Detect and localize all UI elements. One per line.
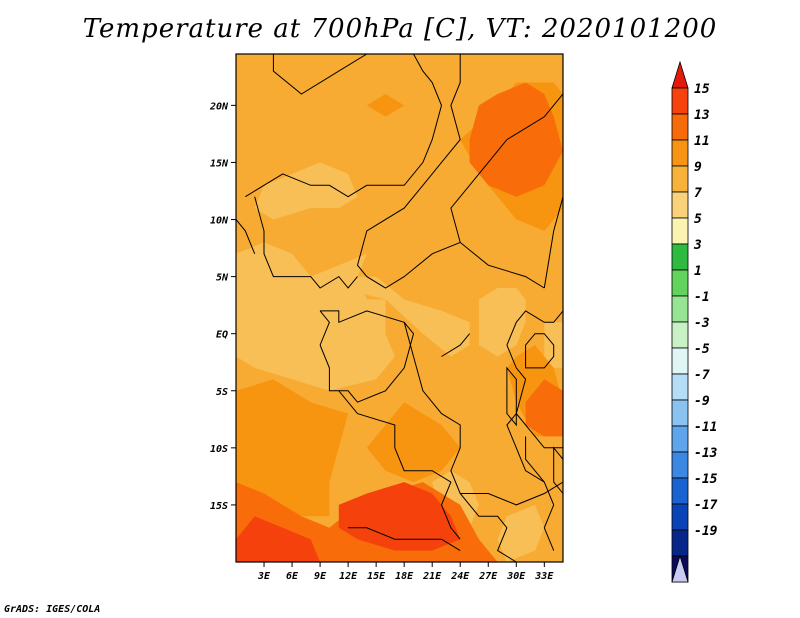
colorbar-top-arrow	[671, 60, 689, 89]
map-layer	[236, 54, 563, 562]
y-tick-label: 20N	[209, 101, 229, 112]
map-frame	[235, 53, 564, 563]
colorbar-label: -11	[694, 420, 717, 435]
colorbar-label: -17	[694, 498, 718, 513]
x-tick-label: 24E	[450, 571, 470, 582]
colorbar-box	[671, 165, 689, 193]
colorbar-label: -19	[694, 524, 718, 539]
x-tick-label: 21E	[422, 571, 442, 582]
colorbar-box	[671, 477, 689, 505]
temperature-region	[254, 162, 358, 220]
colorbar-label: 9	[694, 160, 702, 175]
x-tick-label: 30E	[506, 571, 526, 582]
country-border	[460, 481, 563, 506]
colorbar-box	[671, 529, 689, 557]
colorbar-box	[671, 113, 689, 141]
x-tick-label: 9E	[314, 571, 327, 582]
chart-title: Temperature at 700hPa [C], VT: 202010120…	[82, 14, 718, 44]
temperature-region	[236, 379, 349, 517]
x-tick-label: 12E	[339, 571, 358, 582]
temperature-region	[236, 516, 321, 562]
country-border	[543, 196, 563, 289]
country-border	[245, 54, 443, 198]
temperature-region	[469, 82, 563, 197]
temperature-region	[366, 94, 405, 117]
colorbar-label: 11	[694, 134, 710, 149]
colorbar-box	[671, 295, 689, 323]
country-border	[403, 322, 517, 562]
temperature-region	[497, 504, 545, 562]
country-border	[525, 436, 545, 483]
country-border	[506, 413, 555, 551]
country-border	[506, 310, 563, 346]
colorbar-box	[671, 217, 689, 245]
x-tick-label: 15E	[367, 571, 386, 582]
colorbar-label: -9	[694, 394, 710, 409]
x-tick-label: 3E	[257, 571, 271, 582]
colorbar-box	[671, 399, 689, 427]
x-axis: 3E 6E 9E 12E 15E 18E 21E 24E 27E 30E 33E	[257, 562, 554, 582]
colorbar-box	[671, 451, 689, 479]
temperature-region	[525, 379, 563, 437]
temperature-region	[338, 276, 470, 357]
country-border	[356, 54, 545, 289]
y-tick-label: 15S	[210, 501, 228, 512]
country-border	[272, 54, 368, 95]
colorbar-box	[671, 269, 689, 297]
colorbar-box	[671, 503, 689, 531]
colorbar-label: 13	[694, 108, 710, 123]
colorbar-bottom-arrow	[671, 554, 689, 583]
colorbar: 15 13 11 9 7 5 3 1 -1 -3 -5 -7 -9 -11 -13 -15 -17 -19	[671, 60, 718, 583]
colorbar-box	[671, 347, 689, 375]
y-tick-label: 15N	[210, 158, 229, 169]
country-border	[338, 390, 461, 540]
colorbar-label: -7	[694, 368, 710, 383]
colorbar-box	[671, 425, 689, 453]
country-border	[236, 219, 256, 254]
colorbar-label: -3	[694, 316, 710, 331]
colorbar-box	[671, 373, 689, 401]
colorbar-box	[671, 243, 689, 271]
colorbar-box	[671, 191, 689, 219]
grads-credit: GrADS: IGES/COLA	[4, 604, 101, 615]
country-border	[254, 196, 358, 289]
colorbar-box	[671, 321, 689, 349]
colorbar-label: 7	[694, 186, 702, 201]
y-tick-label: 5S	[216, 387, 228, 398]
x-tick-label: 27E	[478, 571, 498, 582]
country-border	[441, 333, 470, 357]
lake-outline	[553, 446, 563, 495]
colorbar-box	[671, 87, 689, 115]
y-tick-label: 5N	[216, 273, 229, 284]
colorbar-label: -1	[694, 290, 710, 305]
y-tick-label: 10N	[210, 216, 229, 227]
temperature-region	[478, 288, 526, 357]
colorbar-label: 15	[694, 82, 710, 97]
colorbar-label: 5	[694, 212, 702, 227]
temperature-region	[338, 482, 461, 551]
colorbar-label: -15	[694, 472, 718, 487]
y-axis: 20N 15N 10N 5N EQ 5S 10S 15S	[209, 101, 236, 512]
colorbar-label: -13	[694, 446, 718, 461]
country-border	[450, 93, 563, 243]
colorbar-label: 3	[693, 238, 702, 253]
colorbar-label: -5	[694, 342, 710, 357]
colorbar-label: 1	[694, 264, 702, 279]
x-tick-label: 18E	[395, 571, 414, 582]
country-border	[348, 527, 461, 552]
country-border	[319, 310, 415, 403]
x-tick-label: 6E	[286, 571, 299, 582]
y-tick-label: EQ	[216, 330, 228, 341]
temperature-region	[366, 402, 461, 483]
x-tick-label: 33E	[534, 571, 554, 582]
colorbar-box	[671, 139, 689, 167]
y-tick-label: 10S	[210, 444, 228, 455]
lake-outline	[525, 333, 555, 369]
